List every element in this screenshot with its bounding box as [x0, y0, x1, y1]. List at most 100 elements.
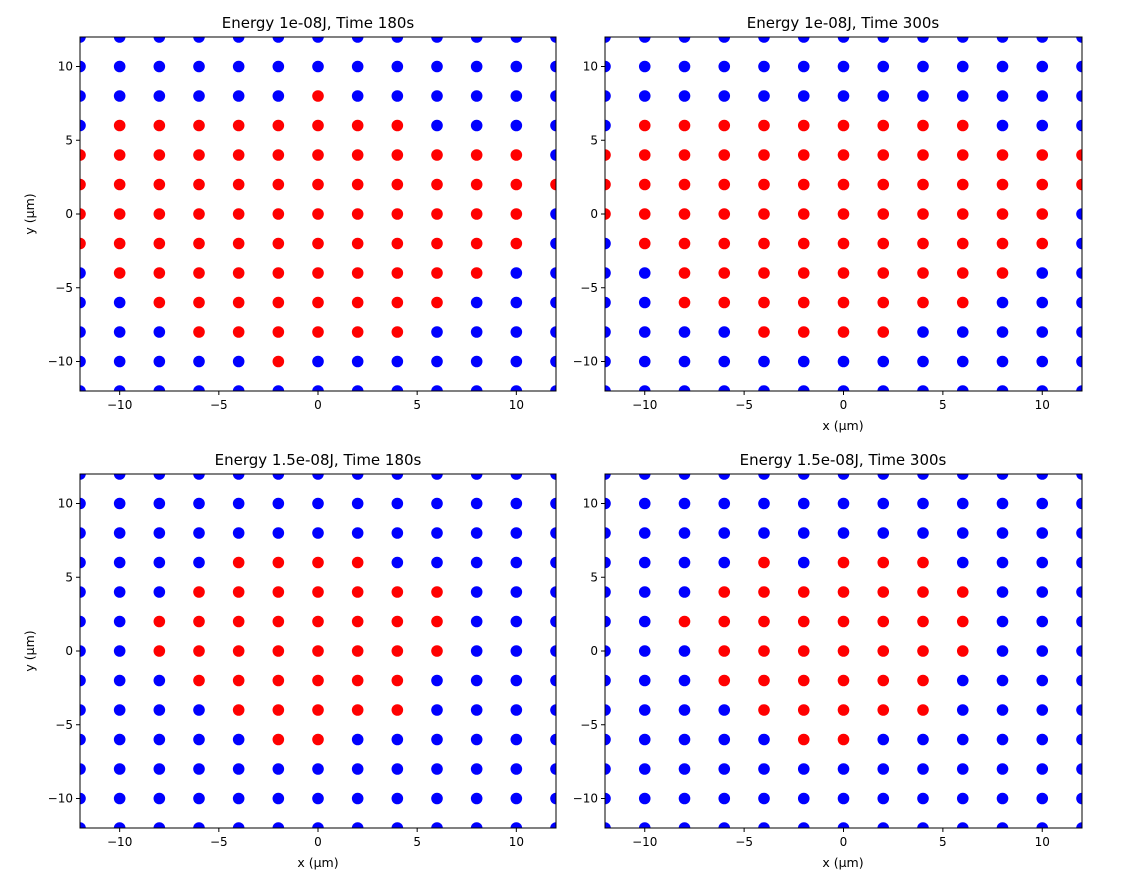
data-point-blue [232, 763, 245, 775]
data-point-blue [232, 733, 245, 746]
data-point-blue [232, 792, 245, 805]
data-point-blue [1036, 90, 1049, 102]
data-point-red [837, 178, 850, 191]
y-tick-label: 5 [65, 570, 73, 584]
data-point-blue [718, 90, 731, 102]
data-point-blue [510, 645, 523, 657]
data-point-red [153, 208, 166, 220]
data-point-blue [113, 326, 126, 338]
y-tick-label: 0 [65, 644, 73, 658]
data-point-red [877, 326, 890, 338]
data-point-red [877, 208, 890, 220]
data-point-blue [956, 763, 969, 775]
data-point-red [605, 208, 611, 220]
data-point-red [758, 296, 770, 309]
data-point-blue [431, 556, 443, 569]
data-point-red [193, 615, 205, 628]
data-point-blue [917, 733, 929, 746]
data-point-blue [431, 704, 443, 716]
data-point-blue [638, 385, 651, 391]
data-point-red [917, 178, 929, 191]
data-point-blue [758, 90, 770, 102]
data-point-blue [272, 497, 285, 510]
data-point-blue [996, 527, 1009, 539]
data-point-blue [391, 822, 404, 828]
data-point-blue [510, 326, 523, 338]
data-point-blue [1036, 37, 1049, 43]
data-point-blue [193, 497, 205, 510]
data-point-blue [272, 37, 285, 43]
data-point-red [351, 704, 364, 716]
data-point-blue [638, 733, 651, 746]
data-point-blue [996, 792, 1009, 805]
data-point-blue [510, 704, 523, 716]
data-point-blue [80, 556, 86, 569]
y-tick-label: 0 [590, 207, 598, 221]
data-point-blue [113, 527, 126, 539]
data-point-blue [351, 527, 364, 539]
data-point-red [312, 296, 324, 309]
data-point-blue [470, 326, 483, 338]
data-point-blue [605, 497, 611, 510]
data-point-blue [678, 497, 691, 510]
data-point-blue [80, 474, 86, 480]
data-point-blue [193, 355, 205, 368]
data-point-blue [917, 326, 929, 338]
data-point-blue [232, 474, 245, 480]
scatter-points [80, 37, 556, 391]
data-point-red [113, 178, 126, 191]
data-point-blue [837, 822, 850, 828]
data-point-red [837, 149, 850, 161]
data-point-red [351, 178, 364, 191]
data-point-red [351, 237, 364, 250]
data-point-blue [917, 355, 929, 368]
data-point-blue [917, 90, 929, 102]
data-point-red [193, 267, 205, 279]
data-point-blue [638, 822, 651, 828]
data-point-blue [1076, 497, 1082, 510]
data-point-blue [80, 385, 86, 391]
data-point-red [837, 733, 850, 746]
data-point-blue [510, 267, 523, 279]
data-point-blue [877, 90, 890, 102]
subplot-energy-1.5e-08-time-180: Energy 1.5e-08J, Time 180s y (μm) x (μm)… [22, 451, 557, 870]
data-point-red [351, 267, 364, 279]
data-point-blue [80, 119, 86, 132]
data-point-blue [1076, 615, 1082, 628]
subplot-title: Energy 1e-08J, Time 180s [222, 14, 415, 32]
data-point-blue [1076, 474, 1082, 480]
data-point-blue [80, 355, 86, 368]
data-point-blue [351, 474, 364, 480]
data-point-blue [391, 527, 404, 539]
data-point-blue [1036, 822, 1049, 828]
data-point-red [797, 119, 810, 132]
subplot-energy-1.5e-08-time-300: Energy 1.5e-08J, Time 300s x (μm) −10 −5 0… [573, 451, 1083, 870]
data-point-red [837, 645, 850, 657]
data-point-blue [877, 733, 890, 746]
data-point-blue [1076, 704, 1082, 716]
data-point-red [1036, 178, 1049, 191]
data-point-blue [193, 822, 205, 828]
data-point-blue [1036, 267, 1049, 279]
data-point-blue [917, 792, 929, 805]
data-point-blue [718, 822, 731, 828]
data-point-red [956, 645, 969, 657]
data-point-blue [917, 385, 929, 391]
data-point-blue [550, 149, 556, 161]
data-point-blue [718, 355, 731, 368]
data-point-red [758, 645, 770, 657]
data-point-blue [1036, 674, 1049, 687]
data-point-red [758, 615, 770, 628]
data-point-red [550, 178, 556, 191]
data-point-blue [391, 733, 404, 746]
data-point-blue [312, 474, 324, 480]
data-point-blue [1036, 119, 1049, 132]
data-point-blue [996, 763, 1009, 775]
data-point-blue [797, 792, 810, 805]
data-point-blue [797, 822, 810, 828]
data-point-blue [797, 355, 810, 368]
data-point-red [1076, 149, 1082, 161]
data-point-blue [956, 527, 969, 539]
y-tick-label: −10 [48, 355, 73, 369]
data-point-red [113, 149, 126, 161]
